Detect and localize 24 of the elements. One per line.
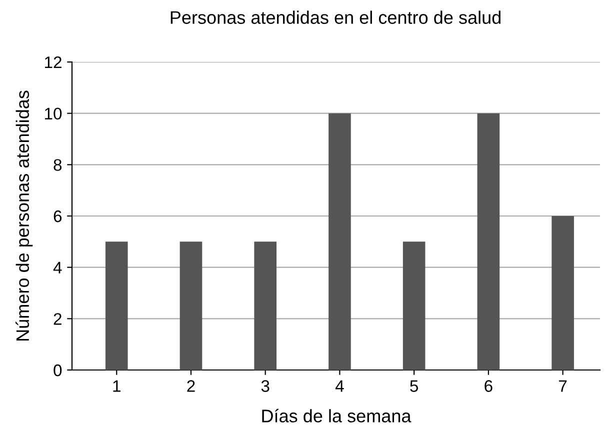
y-tick-label: 10 (45, 108, 62, 120)
bar (180, 242, 202, 370)
bar (328, 113, 351, 370)
y-tick-label: 2 (54, 313, 62, 325)
y-axis-title: Número de personas atendidas (16, 90, 33, 340)
x-axis-title: Días de la semana (262, 408, 412, 422)
x-tick-label: 5 (410, 380, 418, 392)
y-tick-label: 0 (54, 364, 62, 376)
bar (552, 216, 574, 370)
x-tick-label: 6 (484, 380, 492, 392)
x-tick-label: 7 (559, 380, 567, 392)
bar (105, 242, 128, 370)
bar (477, 113, 500, 370)
y-tick-label: 8 (54, 159, 62, 171)
chart-title: Personas atendidas en el centro de salud (170, 10, 500, 24)
y-tick-label: 6 (54, 210, 62, 222)
x-tick-label: 1 (113, 380, 120, 392)
y-tick-label: 4 (53, 262, 62, 274)
x-tick-label: 4 (335, 380, 344, 392)
y-tick-label: 12 (45, 56, 62, 68)
bar (254, 242, 277, 370)
x-tick-label: 3 (261, 380, 270, 392)
bar (402, 242, 426, 370)
x-tick-label: 2 (187, 380, 195, 392)
